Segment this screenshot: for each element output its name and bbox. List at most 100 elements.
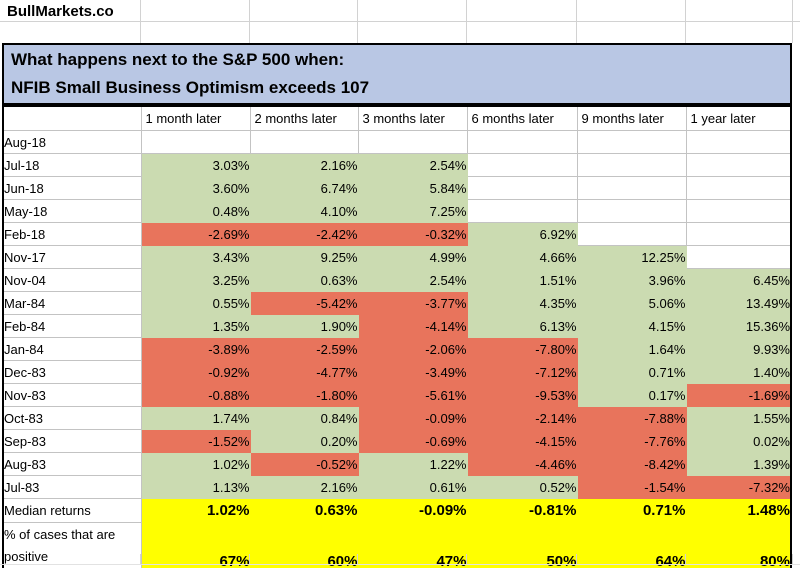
row-label: Oct-83 <box>2 406 142 430</box>
row-label: Jun-18 <box>2 176 142 200</box>
return-cell <box>576 222 687 246</box>
table-row: Jul-18 3.03% 2.16% 2.54% <box>2 153 792 177</box>
percent-positive-cell: 64% <box>576 522 687 568</box>
sheet-gridline-vertical <box>576 0 577 43</box>
return-cell: 6.74% <box>249 176 359 200</box>
return-cell: 3.43% <box>140 245 251 269</box>
return-cell: -7.88% <box>576 406 687 430</box>
return-cell: -0.88% <box>140 383 251 407</box>
return-cell: 2.54% <box>357 153 468 177</box>
table-row: Jul-83 1.13% 2.16% 0.61% 0.52% -1.54% -7.32% <box>2 475 792 499</box>
return-cell: -1.80% <box>249 383 359 407</box>
return-cell: -2.42% <box>249 222 359 246</box>
return-cell: 1.02% <box>140 452 251 476</box>
brand-watermark: BullMarkets.co <box>7 3 114 20</box>
return-cell: 9.93% <box>685 337 792 361</box>
returns-rows: Aug-18 Jul-18 3.03% 2.16% 2.54% Jun-18 3.60% 6.… <box>2 130 792 499</box>
return-cell: 9.25% <box>249 245 359 269</box>
return-cell: 1.39% <box>685 452 792 476</box>
sheet-gridline-horizontal <box>0 564 800 565</box>
sheet-gridline-vertical <box>466 554 467 564</box>
table-row: Nov-04 3.25% 0.63% 2.54% 1.51% 3.96% 6.45% <box>2 268 792 292</box>
return-cell: 5.06% <box>576 291 687 315</box>
column-header-row: 1 month later 2 months later 3 months la… <box>2 105 792 131</box>
row-label: Jan-84 <box>2 337 142 361</box>
return-cell <box>466 153 578 177</box>
return-cell: -0.32% <box>357 222 468 246</box>
column-header: 2 months later <box>249 105 359 131</box>
return-cell: 0.71% <box>576 360 687 384</box>
row-label: % of cases that are positive <box>2 522 142 568</box>
return-cell: -0.52% <box>249 452 359 476</box>
row-label: Jul-18 <box>2 153 142 177</box>
return-cell: -4.15% <box>466 429 578 453</box>
row-label: Nov-04 <box>2 268 142 292</box>
return-cell: 4.15% <box>576 314 687 338</box>
table-row: Jan-84 -3.89% -2.59% -2.06% -7.80% 1.64% 9.93% <box>2 337 792 361</box>
table-row: Sep-83 -1.52% 0.20% -0.69% -4.15% -7.76% 0.02% <box>2 429 792 453</box>
return-cell <box>140 130 251 154</box>
return-cell <box>466 176 578 200</box>
column-header: 6 months later <box>466 105 578 131</box>
return-cell: 6.45% <box>685 268 792 292</box>
corner-cell <box>2 105 142 131</box>
median-cell: 0.63% <box>249 498 359 523</box>
return-cell <box>685 153 792 177</box>
return-cell <box>576 153 687 177</box>
return-cell: 0.52% <box>466 475 578 499</box>
return-cell: -2.69% <box>140 222 251 246</box>
return-cell: 0.55% <box>140 291 251 315</box>
return-cell <box>249 130 359 154</box>
sheet-gridline-vertical <box>466 0 467 43</box>
median-cell: -0.09% <box>357 498 468 523</box>
sheet-gridline-vertical <box>576 554 577 564</box>
row-label: Nov-83 <box>2 383 142 407</box>
return-cell: -8.42% <box>576 452 687 476</box>
table-title-line2: NFIB Small Business Optimism exceeds 107 <box>11 78 370 97</box>
return-cell <box>576 130 687 154</box>
return-cell: 1.22% <box>357 452 468 476</box>
return-cell: 0.84% <box>249 406 359 430</box>
row-label: Mar-84 <box>2 291 142 315</box>
return-cell: 1.90% <box>249 314 359 338</box>
table-title-line1: What happens next to the S&P 500 when: <box>11 50 345 69</box>
row-label: Dec-83 <box>2 360 142 384</box>
median-cell: 0.71% <box>576 498 687 523</box>
median-cell: 1.48% <box>685 498 792 523</box>
return-cell: 4.99% <box>357 245 468 269</box>
return-cell: 1.13% <box>140 475 251 499</box>
column-header: 3 months later <box>357 105 468 131</box>
table-row: Nov-83 -0.88% -1.80% -5.61% -9.53% 0.17% -1.69… <box>2 383 792 407</box>
return-cell: 0.02% <box>685 429 792 453</box>
row-label: Feb-84 <box>2 314 142 338</box>
table-row: Oct-83 1.74% 0.84% -0.09% -2.14% -7.88% 1.55% <box>2 406 792 430</box>
table-row: Nov-17 3.43% 9.25% 4.99% 4.66% 12.25% <box>2 245 792 269</box>
row-label: Jul-83 <box>2 475 142 499</box>
return-cell: -0.09% <box>357 406 468 430</box>
return-cell: 2.54% <box>357 268 468 292</box>
return-cell: -5.42% <box>249 291 359 315</box>
sheet-top-gridlines: BullMarkets.co <box>0 0 800 43</box>
return-cell: 1.64% <box>576 337 687 361</box>
row-label: May-18 <box>2 199 142 223</box>
return-cell: 2.16% <box>249 475 359 499</box>
return-cell: -1.69% <box>685 383 792 407</box>
return-cell: -7.80% <box>466 337 578 361</box>
return-cell: 7.25% <box>357 199 468 223</box>
return-cell: 0.48% <box>140 199 251 223</box>
return-cell: 1.35% <box>140 314 251 338</box>
return-cell: -7.76% <box>576 429 687 453</box>
table-title-block: What happens next to the S&P 500 when: N… <box>2 43 792 105</box>
return-cell: 0.61% <box>357 475 468 499</box>
return-cell <box>466 130 578 154</box>
return-cell: 3.96% <box>576 268 687 292</box>
return-cell: 15.36% <box>685 314 792 338</box>
table-row: Feb-84 1.35% 1.90% -4.14% 6.13% 4.15% 15.36% <box>2 314 792 338</box>
return-cell: 1.51% <box>466 268 578 292</box>
table-row: Jun-18 3.60% 6.74% 5.84% <box>2 176 792 200</box>
sheet-gridline-vertical <box>140 0 141 43</box>
return-cell: -4.46% <box>466 452 578 476</box>
table-row: Feb-18 -2.69% -2.42% -0.32% 6.92% <box>2 222 792 246</box>
median-cell: -0.81% <box>466 498 578 523</box>
return-cell: 0.17% <box>576 383 687 407</box>
